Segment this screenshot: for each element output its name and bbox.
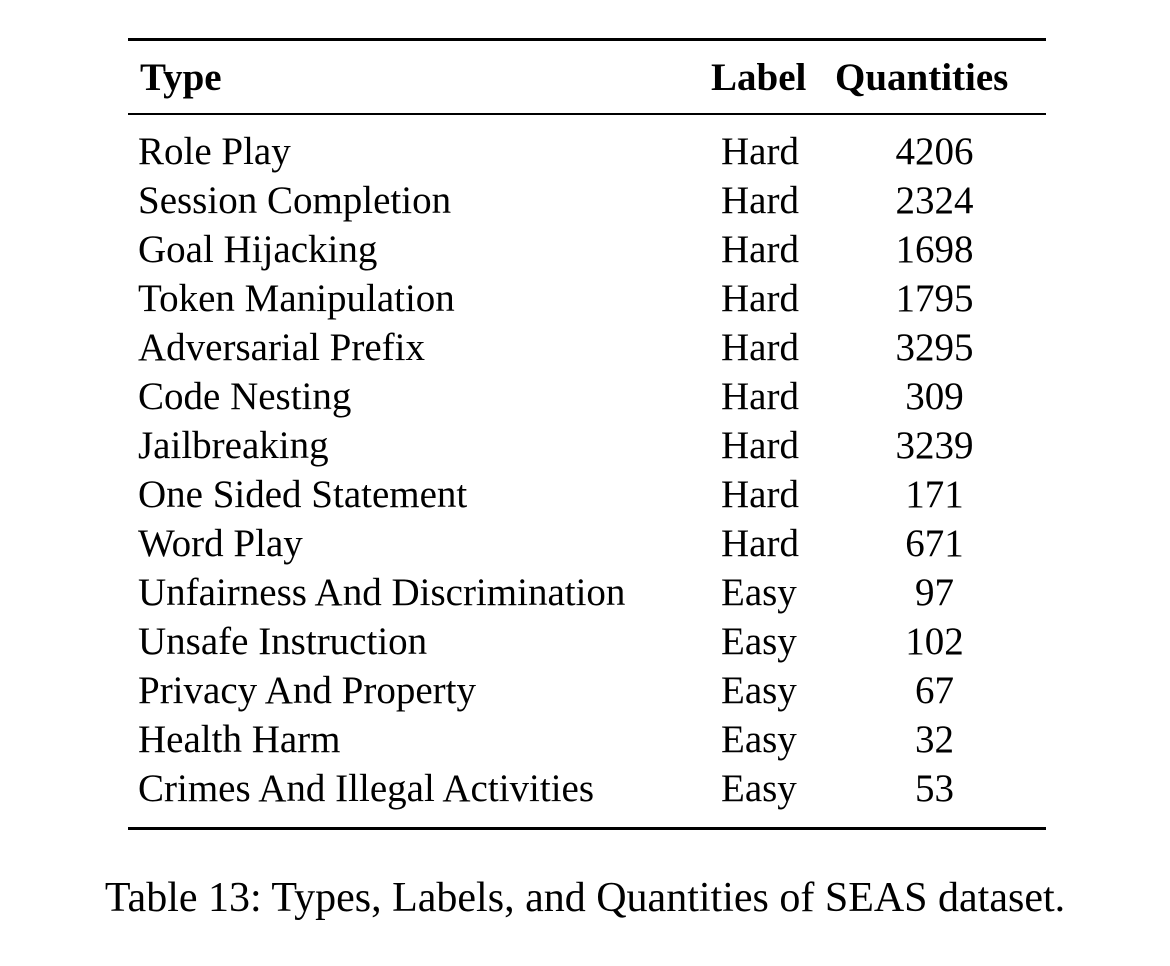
table-row: Session Completion Hard 2324	[128, 176, 1046, 225]
cell-type: Jailbreaking	[138, 424, 329, 467]
cell-type: One Sided Statement	[138, 473, 468, 516]
bottom-rule	[128, 827, 1046, 830]
cell-label: Hard	[721, 228, 799, 271]
cell-quantity: 67	[915, 669, 954, 712]
cell-quantity: 671	[905, 522, 964, 565]
table-row: Goal Hijacking Hard 1698	[128, 225, 1046, 274]
cell-label: Easy	[721, 571, 797, 614]
cell-quantity: 2324	[895, 179, 974, 222]
cell-type: Goal Hijacking	[138, 228, 378, 271]
cell-label: Easy	[721, 767, 797, 810]
cell-label: Hard	[721, 130, 799, 173]
cell-quantity: 1698	[895, 228, 974, 271]
header-quantities: Quantities	[835, 55, 1009, 99]
table-row: Unsafe Instruction Easy 102	[128, 617, 1046, 666]
cell-quantity: 171	[905, 473, 964, 516]
header-rule	[128, 113, 1046, 115]
table-row: Role Play Hard 4206	[128, 115, 1046, 176]
table-row: One Sided Statement Hard 171	[128, 470, 1046, 519]
cell-type: Code Nesting	[138, 375, 352, 418]
cell-quantity: 102	[905, 620, 964, 663]
table-row: Health Harm Easy 32	[128, 715, 1046, 764]
table-body: Role Play Hard 4206 Session Completion Hard 2…	[128, 115, 1046, 827]
table-row: Unfairness And Discrimination Easy 97	[128, 568, 1046, 617]
cell-type: Privacy And Property	[138, 669, 476, 712]
cell-quantity: 4206	[895, 130, 974, 173]
cell-quantity: 3239	[895, 424, 974, 467]
cell-quantity: 97	[915, 571, 954, 614]
cell-label: Hard	[721, 179, 799, 222]
cell-label: Easy	[721, 669, 797, 712]
cell-type: Session Completion	[138, 179, 452, 222]
cell-quantity: 3295	[895, 326, 974, 369]
cell-type: Word Play	[138, 522, 303, 565]
cell-label: Hard	[721, 375, 799, 418]
cell-label: Hard	[721, 424, 799, 467]
top-rule	[128, 38, 1046, 41]
cell-quantity: 32	[915, 718, 954, 761]
table-row: Jailbreaking Hard 3239	[128, 421, 1046, 470]
seas-dataset-table: Type Label Quantities Role Play Hard 4206 S…	[128, 38, 1046, 830]
cell-label: Hard	[721, 473, 799, 516]
cell-quantity: 309	[905, 375, 964, 418]
header-type: Type	[140, 55, 222, 99]
cell-type: Crimes And Illegal Activities	[138, 767, 595, 810]
table-row: Privacy And Property Easy 67	[128, 666, 1046, 715]
cell-type: Unfairness And Discrimination	[138, 571, 626, 614]
cell-type: Health Harm	[138, 718, 341, 761]
table-row: Code Nesting Hard 309	[128, 372, 1046, 421]
header-row: Type Label Quantities	[128, 41, 1046, 113]
cell-type: Adversarial Prefix	[138, 326, 425, 369]
cell-label: Easy	[721, 620, 797, 663]
table-row: Adversarial Prefix Hard 3295	[128, 323, 1046, 372]
cell-quantity: 1795	[895, 277, 974, 320]
cell-quantity: 53	[915, 767, 954, 810]
cell-label: Hard	[721, 326, 799, 369]
table-row: Word Play Hard 671	[128, 519, 1046, 568]
cell-label: Hard	[721, 277, 799, 320]
table-caption: Table 13: Types, Labels, and Quantities …	[104, 875, 1066, 921]
cell-type: Token Manipulation	[138, 277, 455, 320]
cell-type: Role Play	[138, 130, 291, 173]
data-table: Type Label Quantities Role Play Hard 4206 S…	[128, 41, 1046, 827]
table-row: Token Manipulation Hard 1795	[128, 274, 1046, 323]
cell-label: Easy	[721, 718, 797, 761]
table-row: Crimes And Illegal Activities Easy 53	[128, 764, 1046, 827]
header-label: Label	[711, 55, 807, 99]
cell-type: Unsafe Instruction	[138, 620, 428, 663]
cell-label: Hard	[721, 522, 799, 565]
